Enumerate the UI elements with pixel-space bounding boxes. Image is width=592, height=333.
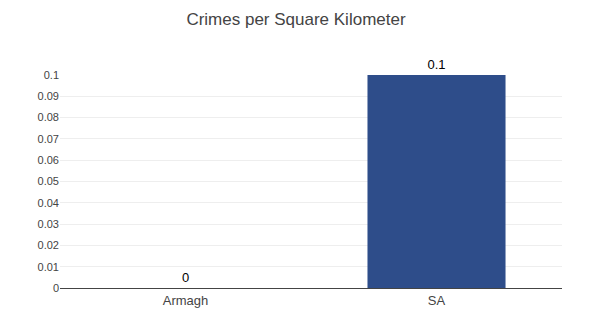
svg-text:Armagh: Armagh bbox=[163, 293, 209, 308]
svg-text:SA: SA bbox=[428, 293, 446, 308]
svg-text:0.06: 0.06 bbox=[38, 154, 59, 166]
svg-text:0.09: 0.09 bbox=[38, 90, 59, 102]
svg-text:0.1: 0.1 bbox=[427, 57, 445, 72]
svg-text:0.08: 0.08 bbox=[38, 111, 59, 123]
svg-text:0.05: 0.05 bbox=[38, 175, 59, 187]
svg-text:0: 0 bbox=[53, 282, 59, 294]
svg-text:0.1: 0.1 bbox=[44, 69, 59, 81]
svg-text:0.02: 0.02 bbox=[38, 239, 59, 251]
svg-text:0.01: 0.01 bbox=[38, 261, 59, 273]
svg-text:0: 0 bbox=[182, 270, 189, 285]
svg-text:0.04: 0.04 bbox=[38, 197, 59, 209]
svg-text:Crimes per Square Kilometer: Crimes per Square Kilometer bbox=[186, 10, 406, 29]
svg-text:0.03: 0.03 bbox=[38, 218, 59, 230]
svg-text:0.07: 0.07 bbox=[38, 133, 59, 145]
